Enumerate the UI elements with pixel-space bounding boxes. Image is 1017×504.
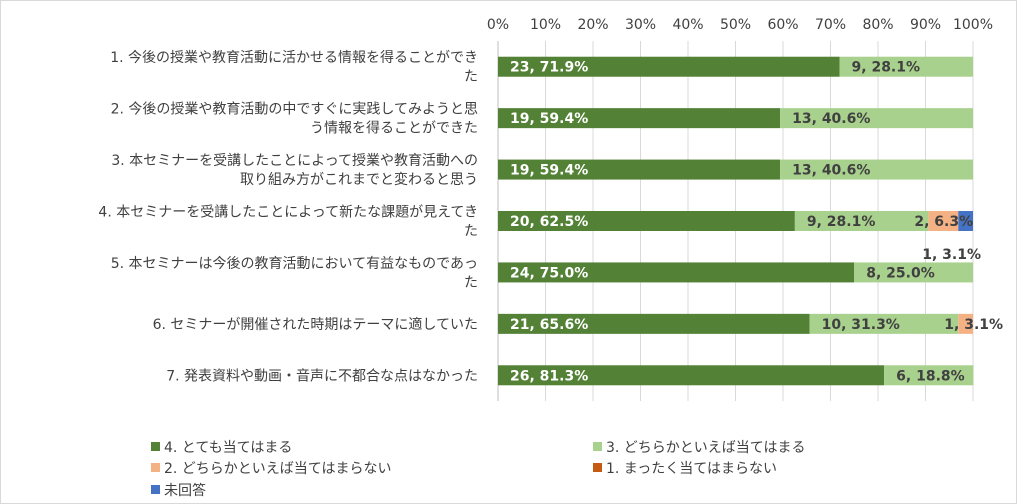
category-label: 6. セミナーが開催された時期はテーマに適していた <box>153 316 478 333</box>
bar-segment <box>794 211 929 231</box>
category-label: 取り組み方がこれまでと変わると思う <box>240 171 478 188</box>
legend-swatch <box>593 463 602 472</box>
bar-segment <box>839 56 973 77</box>
bar-segment <box>884 365 974 386</box>
x-tick-label: 70% <box>815 17 846 33</box>
bar-segment <box>780 108 973 129</box>
data-label: 9, 28.1% <box>807 214 876 230</box>
data-label: 9, 28.1% <box>852 60 921 76</box>
legend-label: 2. どちらかといえば当てはまらない <box>164 461 392 477</box>
data-label: 6, 18.8% <box>896 368 965 384</box>
legend-label: 1. まったく当てはまらない <box>606 461 777 477</box>
x-tick-label: 80% <box>862 17 893 33</box>
bar-segment <box>498 313 810 334</box>
data-label: 2, 6.3% <box>914 214 973 230</box>
legend-swatch <box>151 463 160 472</box>
bar-segment <box>498 211 795 231</box>
data-label: 13, 40.6% <box>792 163 870 179</box>
data-label: 21, 65.6% <box>510 317 588 333</box>
data-label: 19, 59.4% <box>510 163 588 179</box>
bar-segment <box>958 211 973 231</box>
data-label: 8, 25.0% <box>866 265 935 281</box>
x-tick-label: 50% <box>720 17 751 33</box>
legend-swatch <box>151 442 160 451</box>
bar-segment <box>958 313 973 334</box>
category-label: 7. 発表資料や動画・音声に不都合な点はなかった <box>166 367 478 384</box>
bar-segment <box>498 56 840 77</box>
x-tick-label: 60% <box>767 17 798 33</box>
bar-segment <box>498 262 855 283</box>
legend-label: 3. どちらかといえば当てはまる <box>606 440 806 456</box>
x-tick-label: 30% <box>625 17 656 33</box>
category-label: た <box>464 224 478 240</box>
category-label: 2. 今後の授業や教育活動の中ですぐに実践してみようと思 <box>111 102 478 118</box>
bar-segment <box>498 108 781 129</box>
bar-segment <box>928 211 959 231</box>
bar-segment <box>809 313 959 334</box>
bar-segment <box>498 365 885 386</box>
category-label: た <box>464 69 478 85</box>
x-tick-label: 20% <box>577 17 608 33</box>
data-label: 19, 59.4% <box>510 111 588 127</box>
legend-swatch <box>593 442 602 451</box>
data-label: 13, 40.6% <box>792 111 870 127</box>
category-label: 1. 今後の授業や教育活動に活かせる情報を得ることができ <box>110 49 478 66</box>
data-label: 20, 62.5% <box>510 214 588 230</box>
x-tick-label: 10% <box>530 17 561 33</box>
data-label: 26, 81.3% <box>510 368 588 384</box>
category-label: 5. 本セミナーは今後の教育活動において有益なものであっ <box>111 256 478 272</box>
category-label: 4. 本セミナーを受講したことによって新たな課題が見えてき <box>98 205 478 221</box>
bar-segment <box>854 262 973 283</box>
x-tick-label: 90% <box>910 17 941 33</box>
x-tick-label: 0% <box>487 17 509 33</box>
category-label: う情報を得ることができた <box>310 120 478 137</box>
legend-swatch <box>151 485 160 494</box>
data-label: 10, 31.3% <box>822 317 900 333</box>
x-tick-label: 40% <box>672 17 703 33</box>
data-label: 1, 3.1% <box>944 317 1003 333</box>
bar-segment <box>498 159 781 180</box>
category-label: た <box>464 275 478 291</box>
legend-label: 4. とても当てはまる <box>164 440 292 456</box>
data-label: 24, 75.0% <box>510 265 588 281</box>
x-tick-label: 100% <box>953 17 993 33</box>
data-label: 23, 71.9% <box>510 60 588 76</box>
legend-label: 未回答 <box>164 482 206 499</box>
category-label: 3. 本セミナーを受講したことによって授業や教育活動への <box>111 153 478 169</box>
bar-segment <box>780 159 973 180</box>
data-label: 1, 3.1% <box>922 247 981 263</box>
